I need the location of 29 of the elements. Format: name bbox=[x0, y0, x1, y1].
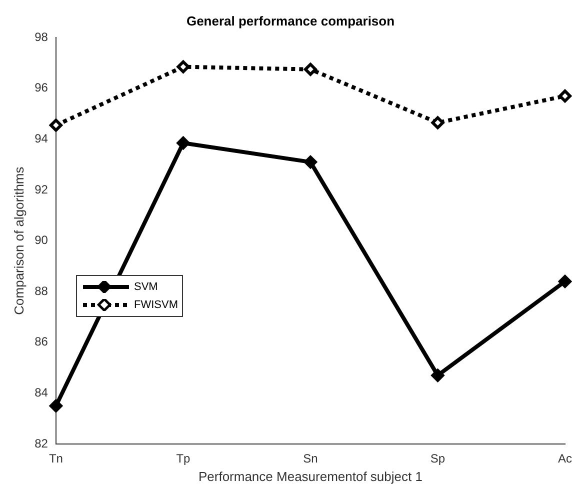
y-axis-title: Comparison of algorithms bbox=[11, 166, 26, 315]
x-tick-label: Sp bbox=[430, 452, 446, 466]
point bbox=[558, 90, 572, 103]
point bbox=[304, 156, 317, 169]
point bbox=[176, 136, 190, 150]
y-tick-label: 84 bbox=[34, 386, 48, 400]
y-tick-label: 94 bbox=[34, 132, 48, 146]
legend-label: SVM bbox=[134, 281, 158, 293]
point bbox=[431, 116, 444, 130]
point bbox=[49, 399, 62, 412]
y-tick-label: 88 bbox=[34, 284, 48, 298]
y-tick-label: 86 bbox=[34, 334, 48, 349]
point bbox=[176, 60, 190, 74]
y-tick-label: 92 bbox=[34, 182, 48, 196]
legend-label: FWISVM bbox=[134, 299, 178, 311]
chart-title: General performance comparison bbox=[186, 13, 395, 28]
point bbox=[304, 62, 317, 76]
y-tick-label: 96 bbox=[34, 80, 48, 95]
x-axis-title: Performance Measurementof subject 1 bbox=[198, 468, 422, 484]
x-tick-label: Sn bbox=[303, 452, 318, 466]
x-tick-label: Ac bbox=[558, 452, 572, 466]
point bbox=[558, 274, 572, 288]
y-tick-label: 90 bbox=[34, 233, 48, 248]
x-tick-label: Tn bbox=[48, 452, 63, 466]
point bbox=[431, 368, 444, 382]
y-tick-label: 82 bbox=[34, 436, 48, 450]
x-tick-label: Tp bbox=[176, 452, 191, 466]
point bbox=[49, 118, 62, 132]
y-tick-label: 98 bbox=[34, 30, 48, 44]
